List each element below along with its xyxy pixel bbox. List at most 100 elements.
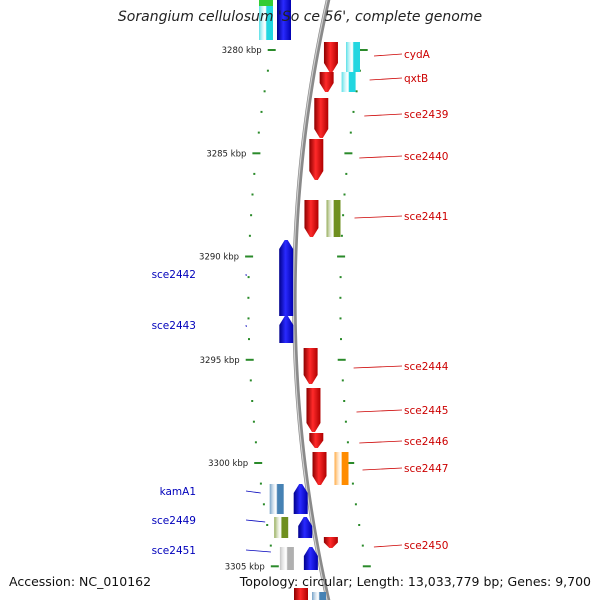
scale-tick-right: [354, 503, 357, 506]
tick-layer: 3280 kbp 3285 kbp 3290 kbp 3295 kbp 3300 kbp…: [199, 46, 371, 572]
cog-block-sce2451: [279, 547, 294, 570]
scale-tick-right: [344, 420, 347, 423]
gene-arrow-sce2447: [312, 452, 327, 485]
scale-tick-right: [340, 338, 342, 341]
accession-text: Accession: NC_010162: [9, 574, 152, 589]
gene-arrow-sce2445: [306, 388, 321, 432]
gene-label-sce2444: sce2444: [404, 361, 449, 373]
scale-tick-right: [337, 358, 346, 361]
scale-tick-left: [252, 420, 255, 423]
scale-tick-right: [349, 131, 352, 134]
scale-tick-right: [351, 482, 354, 485]
leader-line-sce2446: [359, 440, 403, 444]
gene-label-qxtB: qxtB: [404, 73, 428, 85]
backbone-highlight: [292, 0, 328, 600]
scale-tick-left: [245, 255, 254, 258]
gene-arrow-sce2439: [314, 98, 329, 138]
scale-label: 3290 kbp: [199, 253, 239, 263]
feature-layer: [259, 0, 360, 600]
scale-tick-left: [267, 49, 276, 51]
scale-label: 3285 kbp: [206, 149, 246, 159]
leader-line-sce2449: [245, 519, 266, 523]
gene-arrow-sce2443: [279, 316, 294, 343]
leader-line-cydA: [373, 53, 403, 57]
scale-tick-right: [341, 379, 344, 382]
gene-arrow-sce2450: [323, 537, 338, 548]
partial-gene-top: [277, 0, 291, 40]
gene-arrow-sce2451: [303, 547, 318, 570]
scale-tick-left: [247, 276, 250, 279]
scale-label: 3280 kbp: [222, 46, 262, 56]
gene-label-sce2440: sce2440: [404, 151, 448, 163]
cog-block-sce2441: [326, 200, 341, 237]
partial-gene-bottom: [294, 588, 308, 600]
leader-line-sce2445: [356, 409, 403, 413]
gene-arrow-kamA1: [293, 484, 308, 514]
cog-block-sce2447: [334, 452, 349, 485]
gene-arrow-sce2446: [309, 433, 324, 448]
cog-block-cydA: [346, 42, 360, 72]
gene-label-kamA1: kamA1: [160, 486, 196, 498]
label-layer: cydA qxtB sce2439 sce2440 sce2441 sce2442 sce2…: [152, 49, 449, 557]
gene-label-sce2445: sce2445: [404, 405, 448, 417]
leader-line-sce2439: [364, 113, 403, 117]
scale-tick-right: [359, 49, 368, 51]
scale-tick-left: [248, 234, 251, 237]
leader-line-sce2451: [245, 549, 271, 553]
cog-block-sce2449: [274, 517, 289, 538]
scale-tick-right: [339, 296, 342, 299]
gene-label-sce2441: sce2441: [404, 211, 448, 223]
gene-label-sce2450: sce2450: [404, 540, 448, 552]
cog-block-qxtB: [341, 72, 356, 92]
scale-tick-left: [254, 441, 257, 444]
cog-block-kamA1: [269, 484, 284, 514]
scale-label: 3295 kbp: [200, 356, 240, 366]
scale-tick-left: [266, 524, 269, 526]
scale-tick-right: [345, 172, 348, 175]
scale-tick-right: [346, 441, 349, 444]
scale-tick-right: [339, 317, 342, 320]
gene-arrow-sce2444: [303, 348, 318, 384]
gene-label-sce2449: sce2449: [152, 515, 196, 527]
scale-tick-left: [254, 462, 263, 464]
scale-tick-left: [269, 544, 272, 547]
scale-tick-right: [361, 544, 364, 547]
scale-label: 3305 kbp: [225, 562, 265, 572]
gene-label-sce2443: sce2443: [152, 320, 196, 332]
scale-tick-right: [362, 565, 371, 568]
scale-tick-right: [344, 152, 353, 155]
scale-tick-right: [343, 400, 346, 402]
scale-tick-left: [257, 131, 260, 134]
scale-tick-right: [337, 255, 346, 258]
leader-line-sce2444: [353, 365, 403, 369]
leader-line-qxtB: [369, 77, 403, 81]
scale-tick-left: [263, 90, 266, 93]
scale-tick-right: [346, 462, 355, 464]
gene-arrow-sce2442: [279, 240, 294, 316]
scale-tick-left: [259, 482, 262, 485]
scale-tick-right: [352, 110, 355, 113]
scale-tick-right: [339, 276, 342, 279]
scale-label: 3300 kbp: [208, 459, 248, 469]
partial-cog-bottom: [312, 592, 326, 600]
scale-tick-left: [266, 69, 269, 72]
genome-summary-text: Topology: circular; Length: 13,033,779 b…: [239, 574, 591, 589]
scale-tick-left: [249, 379, 252, 382]
backbone-line: [292, 0, 331, 600]
scale-tick-left: [270, 565, 279, 568]
scale-tick-right: [340, 234, 343, 237]
gene-label-sce2451: sce2451: [152, 545, 196, 557]
scale-tick-left: [247, 317, 250, 320]
gene-label-sce2442: sce2442: [152, 269, 196, 281]
scale-tick-left: [252, 152, 261, 155]
gene-arrow-sce2441: [304, 200, 319, 237]
scale-tick-right: [342, 214, 345, 217]
gene-arrow-sce2440: [309, 139, 324, 180]
leader-line-kamA1: [245, 490, 261, 494]
gene-arrow-cydA: [323, 42, 338, 72]
scale-tick-left: [250, 214, 253, 217]
scale-tick-right: [355, 90, 358, 93]
scale-tick-left: [245, 358, 254, 361]
scale-tick-right: [343, 193, 346, 196]
